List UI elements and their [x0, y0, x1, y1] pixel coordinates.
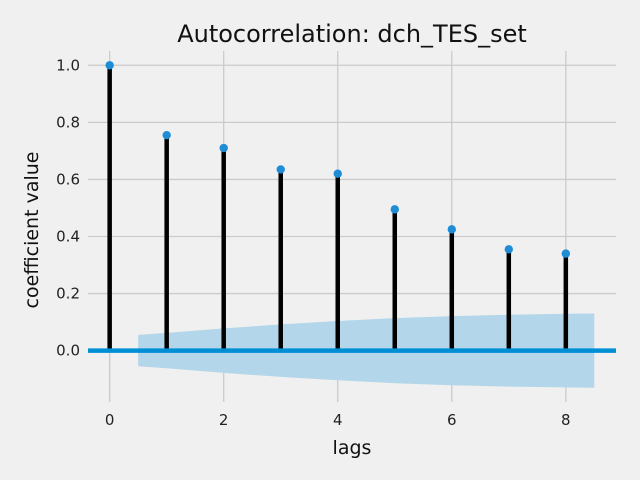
y-tick-label: 0.4 — [56, 227, 80, 245]
chart-title: Autocorrelation: dch_TES_set — [177, 20, 527, 48]
x-tick-label: 4 — [333, 411, 343, 429]
x-axis-label: lags — [333, 437, 372, 459]
stem-marker — [447, 225, 456, 234]
y-tick-labels: 0.0 0.2 0.4 0.6 0.8 1.0 — [56, 56, 80, 359]
stem-marker — [333, 169, 342, 178]
stem-marker — [219, 143, 228, 153]
stem-marker — [390, 205, 399, 214]
x-tick-labels: 0 2 4 6 8 — [105, 411, 571, 429]
y-tick-label: 0.2 — [56, 285, 80, 303]
stem-marker — [162, 130, 171, 140]
y-tick-label: 0.0 — [56, 342, 80, 360]
y-tick-label: 1.0 — [56, 56, 80, 74]
stem-marker — [561, 249, 571, 258]
stem-marker — [276, 165, 285, 174]
x-tick-label: 0 — [105, 411, 115, 429]
x-tick-label: 6 — [447, 411, 457, 429]
y-tick-label: 0.6 — [56, 170, 80, 188]
x-tick-label: 8 — [561, 411, 571, 429]
stems — [107, 65, 569, 351]
x-tick-label: 2 — [219, 411, 229, 429]
markers — [105, 61, 571, 258]
y-axis-label: coefficient value — [21, 152, 43, 309]
stem-marker — [504, 245, 514, 254]
y-tick-label: 0.8 — [56, 113, 80, 131]
stem-marker — [105, 61, 114, 70]
